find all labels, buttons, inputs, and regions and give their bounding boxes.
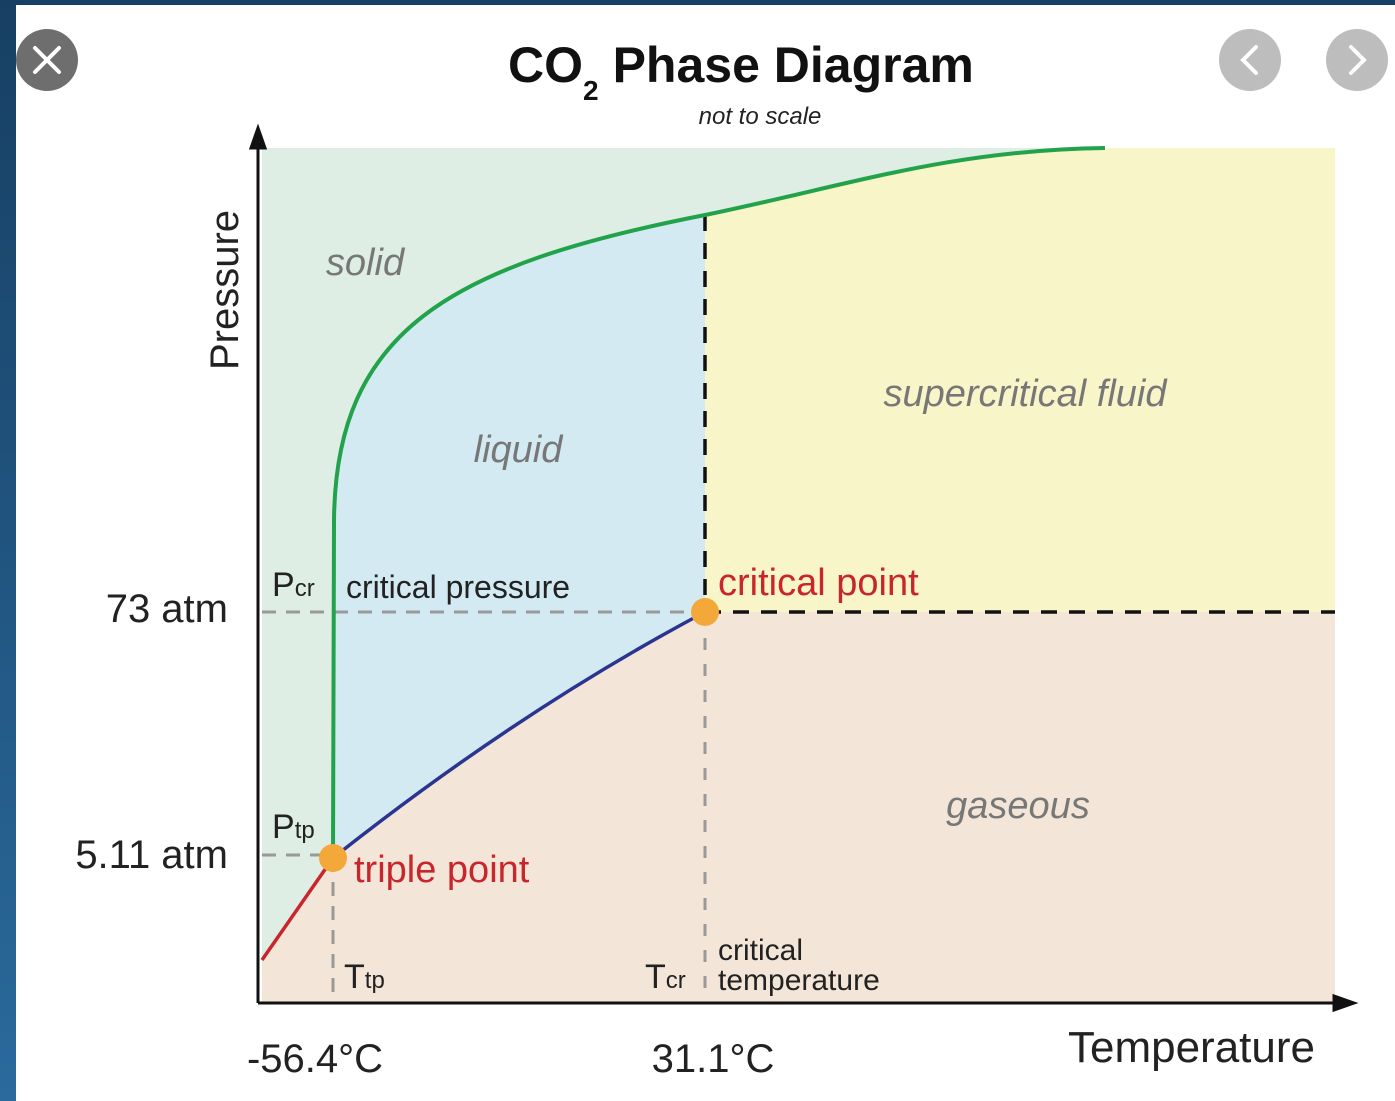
region-label: liquid <box>474 429 565 471</box>
prev-circle[interactable] <box>1219 29 1281 91</box>
melting-curve <box>331 146 1106 859</box>
title: CO2 Phase Diagram <box>508 37 974 106</box>
tcr-label: Tcr <box>645 958 686 996</box>
region-label: supercritical fluid <box>884 373 1169 415</box>
supercritical-region <box>705 148 1335 612</box>
y-arrow <box>248 123 268 150</box>
subtitle: not to scale <box>699 103 822 130</box>
x-tick-label: 31.1°C <box>652 1037 775 1081</box>
y-axis-label: Pressure <box>203 210 247 370</box>
vaporization-curve <box>331 610 706 860</box>
ttp-label: Ttp <box>344 958 385 996</box>
x-arrow <box>1332 993 1359 1013</box>
region-label: gaseous <box>946 785 1090 827</box>
critical-point-label: critical point <box>718 562 919 604</box>
critical-point <box>691 598 719 626</box>
triple-point-label: triple point <box>354 849 530 891</box>
region-label: solid <box>326 242 406 284</box>
close-icon[interactable] <box>33 46 61 74</box>
tcr-text: temperature <box>718 964 880 997</box>
pcr-label: Pcr <box>272 566 315 604</box>
triple-point <box>319 844 347 872</box>
next-circle[interactable] <box>1326 29 1388 91</box>
close-button[interactable] <box>16 29 78 91</box>
ptp-label: Ptp <box>272 808 315 846</box>
sublimation-curve <box>260 857 335 961</box>
prev-icon[interactable] <box>1240 45 1258 75</box>
gas-region <box>262 612 1335 1003</box>
next-button[interactable] <box>1326 29 1388 91</box>
pcr-text: critical pressure <box>346 569 570 605</box>
next-icon[interactable] <box>1349 45 1367 75</box>
x-axis-label: Temperature <box>1068 1023 1315 1072</box>
y-tick-label: 5.11 atm <box>75 833 228 877</box>
diagram <box>248 123 1359 1013</box>
y-tick-label: 73 atm <box>106 587 228 631</box>
prev-button[interactable] <box>1219 29 1281 91</box>
x-tick-label: -56.4°C <box>247 1037 383 1081</box>
tcr-text: critical <box>718 934 803 967</box>
liquid-region <box>333 215 705 858</box>
